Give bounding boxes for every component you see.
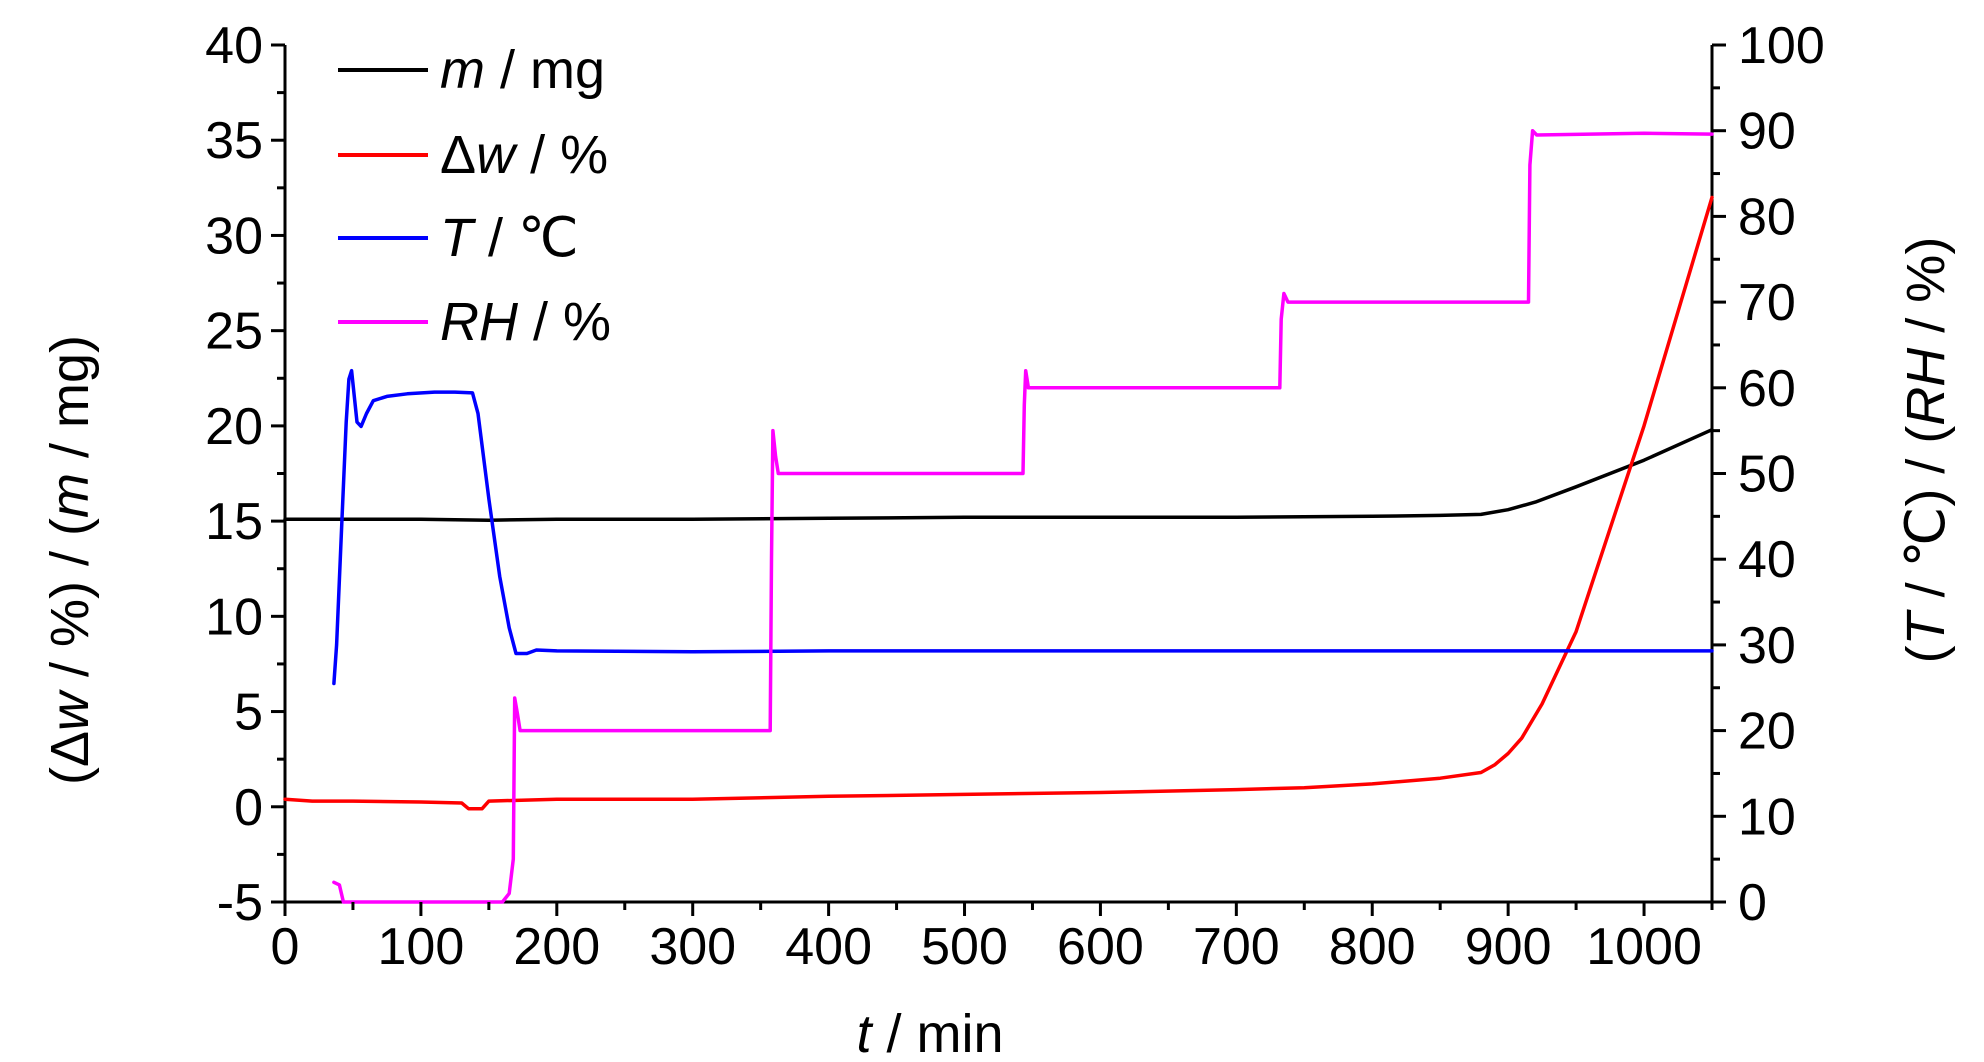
legend: m / mg Δw / % T / ℃ RH / % <box>338 40 611 352</box>
series-line-mass <box>283 427 1714 522</box>
legend-label-relative-humidity: RH / % <box>440 292 611 352</box>
x-axis-label: t / min <box>856 1004 1003 1062</box>
x-tick-label: 600 <box>1057 918 1144 976</box>
left-y-tick-label: 30 <box>205 207 263 265</box>
left-y-tick-label: 15 <box>205 493 263 551</box>
left-y-axis-label: (Δw / %) / (m / mg) <box>40 335 100 785</box>
right-y-tick-label: 70 <box>1738 274 1796 332</box>
legend-item-temperature: T / ℃ <box>338 208 579 268</box>
right-y-axis-label: (T / ℃) / (RH / %) <box>1896 237 1956 664</box>
left-y-tick-label: -5 <box>217 874 263 932</box>
right-y-tick-label: 100 <box>1738 17 1825 75</box>
right-y-tick-label: 30 <box>1738 617 1796 675</box>
right-y-tick-label: 10 <box>1738 788 1796 846</box>
series-line-relative-humidity <box>332 128 1714 904</box>
x-tick-label: 0 <box>271 918 300 976</box>
left-y-tick-label: 40 <box>205 17 263 75</box>
left-y-tick-label: 20 <box>205 398 263 456</box>
right-y-tick-label: 80 <box>1738 188 1796 246</box>
left-y-axis-ticks: -5 0 5 10 15 20 25 30 35 40 <box>205 17 285 932</box>
left-y-tick-label: 10 <box>205 588 263 646</box>
legend-item-relative-humidity: RH / % <box>338 292 611 352</box>
series-line-temperature <box>332 368 1714 686</box>
left-y-tick-label: 5 <box>234 684 263 742</box>
legend-label-temperature: T / ℃ <box>440 208 579 268</box>
x-tick-label: 700 <box>1193 918 1280 976</box>
x-tick-label: 200 <box>513 918 600 976</box>
x-tick-label: 900 <box>1465 918 1552 976</box>
x-tick-label: 500 <box>921 918 1008 976</box>
right-y-tick-label: 20 <box>1738 703 1796 761</box>
x-tick-label: 1000 <box>1586 918 1702 976</box>
series-layer <box>283 128 1714 904</box>
x-axis-ticks: 0 100 200 300 400 500 600 700 800 900 1000 <box>271 902 1714 976</box>
right-y-axis-ticks: 0 10 20 30 40 50 60 70 80 90 100 <box>1712 17 1825 932</box>
x-tick-label: 800 <box>1329 918 1416 976</box>
left-y-tick-label: 35 <box>205 112 263 170</box>
series-line-mass-change <box>283 195 1714 811</box>
legend-item-mass-change: Δw / % <box>338 125 608 185</box>
left-y-tick-label: 25 <box>205 303 263 361</box>
right-y-tick-label: 40 <box>1738 531 1796 589</box>
legend-label-mass-change: Δw / % <box>440 125 608 185</box>
left-y-tick-label: 0 <box>234 779 263 837</box>
right-y-tick-label: 90 <box>1738 103 1796 161</box>
x-tick-label: 300 <box>649 918 736 976</box>
x-tick-label: 400 <box>785 918 872 976</box>
right-y-tick-label: 0 <box>1738 874 1767 932</box>
legend-item-mass: m / mg <box>338 40 605 100</box>
legend-label-mass: m / mg <box>440 40 605 100</box>
x-tick-label: 100 <box>378 918 465 976</box>
right-y-tick-label: 50 <box>1738 446 1796 504</box>
right-y-tick-label: 60 <box>1738 360 1796 418</box>
